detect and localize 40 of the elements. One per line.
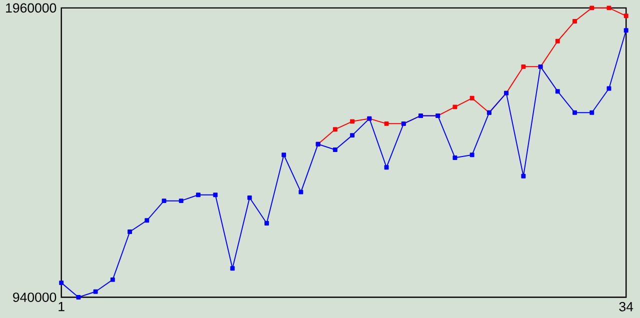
point: [452, 104, 458, 110]
point: [196, 192, 200, 198]
point: [350, 119, 355, 124]
point: [555, 89, 560, 94]
point: [470, 96, 474, 100]
point: [162, 198, 166, 203]
point: [144, 218, 150, 223]
point: [572, 110, 577, 115]
x-tick-label: 1: [58, 302, 64, 312]
point: [384, 121, 389, 126]
point: [93, 289, 98, 294]
point: [332, 147, 338, 152]
point: [624, 28, 628, 33]
point: [332, 127, 338, 132]
point: [521, 64, 526, 69]
point: [247, 195, 252, 200]
point: [590, 6, 594, 10]
point: [555, 38, 560, 44]
point: [350, 133, 355, 138]
point: [452, 155, 458, 160]
x-tick-label: 34: [619, 302, 634, 312]
point: [178, 198, 184, 203]
point: [606, 6, 612, 10]
y-tick-label: 1960000: [6, 3, 56, 13]
point: [298, 190, 304, 194]
point: [59, 280, 64, 285]
point: [264, 220, 269, 226]
point: [470, 152, 474, 158]
point: [128, 229, 132, 234]
point: [572, 18, 577, 24]
point: [213, 192, 218, 198]
point: [282, 152, 286, 158]
point: [384, 165, 389, 170]
point: [521, 174, 526, 178]
point: [624, 14, 628, 18]
point: [110, 277, 115, 282]
y-tick-label: 940000: [13, 292, 56, 302]
point: [76, 294, 81, 300]
point: [230, 266, 235, 270]
point: [590, 110, 594, 115]
